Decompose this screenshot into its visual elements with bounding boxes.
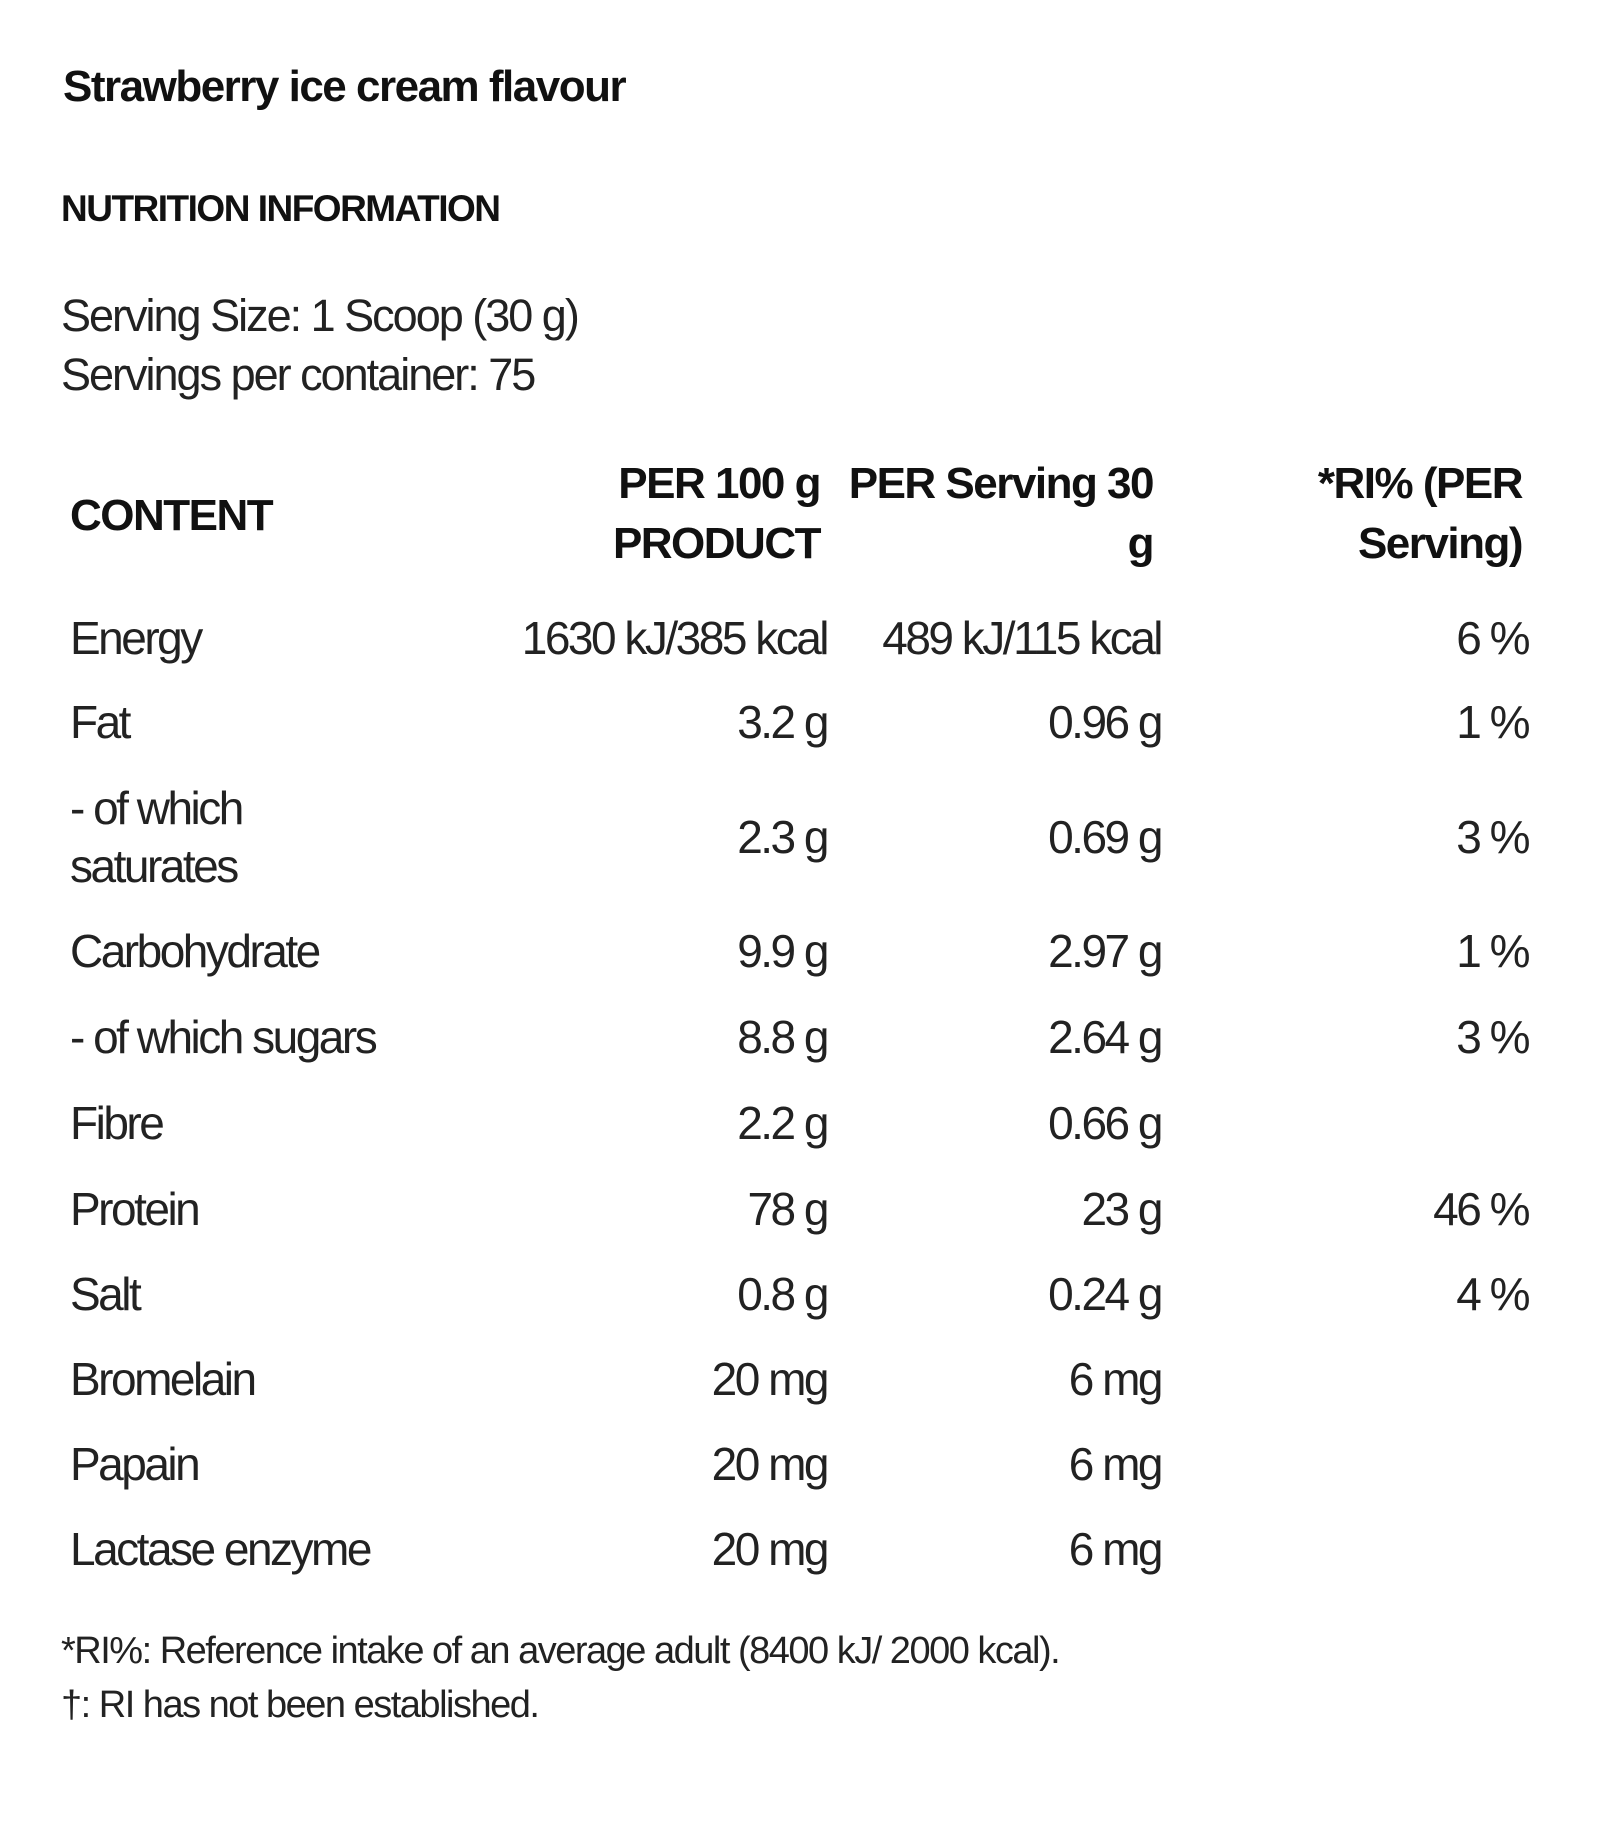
value-per100g: 8.8 g xyxy=(737,1011,829,1063)
value-ri-percent: 6 % xyxy=(1456,612,1530,664)
value-ri-percent: 4 % xyxy=(1456,1268,1530,1320)
value-per-serving: 0.69 g xyxy=(1048,811,1163,863)
header-perserving-line1: PER Serving 30 xyxy=(848,459,1155,508)
value-per100g: 20 mg xyxy=(711,1438,830,1490)
nutrient-name: Carbohydrate xyxy=(70,925,321,977)
header-ri: *RI% (PER Serving) xyxy=(1317,454,1524,574)
value-ri-percent: 1 % xyxy=(1456,925,1530,977)
footnote-ri: *RI%: Reference intake of an average adu… xyxy=(61,1630,1061,1672)
value-per-serving: 23 g xyxy=(1081,1183,1163,1235)
section-heading: NUTRITION INFORMATION xyxy=(61,188,501,229)
value-per-serving: 2.64 g xyxy=(1048,1011,1163,1063)
value-per-serving: 2.97 g xyxy=(1048,925,1163,977)
value-per100g: 78 g xyxy=(747,1183,829,1235)
value-ri-percent: 3 % xyxy=(1456,1011,1530,1063)
nutrient-name: - of which sugars xyxy=(70,1011,378,1063)
value-per-serving: 0.24 g xyxy=(1048,1268,1163,1320)
value-per-serving: 6 mg xyxy=(1068,1438,1164,1490)
servings-per-container: Servings per container: 75 xyxy=(61,349,536,400)
header-per100-line2: PRODUCT xyxy=(612,519,822,568)
value-ri-percent: 46 % xyxy=(1433,1183,1530,1235)
nutrient-name: Bromelain xyxy=(70,1353,257,1405)
value-per-serving: 6 mg xyxy=(1068,1353,1164,1405)
value-per100g: 20 mg xyxy=(711,1353,830,1405)
nutrient-name: Salt xyxy=(70,1268,142,1320)
nutrient-name: - of which xyxy=(70,782,244,834)
product-title: Strawberry ice cream flavour xyxy=(63,62,627,111)
header-content: CONTENT xyxy=(70,491,274,540)
header-perserving: PER Serving 30 g xyxy=(848,454,1155,574)
nutrient-name: Protein xyxy=(70,1183,201,1235)
nutrient-name: Lactase enzyme xyxy=(70,1523,372,1575)
value-per100g: 9.9 g xyxy=(737,925,829,977)
nutrient-name: Papain xyxy=(70,1438,201,1490)
value-ri-percent: 1 % xyxy=(1456,696,1530,748)
value-per100g: 0.8 g xyxy=(737,1268,829,1320)
footnote-dagger: †: RI has not been established. xyxy=(61,1684,540,1726)
value-per-serving: 0.96 g xyxy=(1048,696,1163,748)
header-ri-line2: Serving) xyxy=(1357,519,1524,568)
nutrient-name: Fat xyxy=(70,696,131,748)
header-per100-line1: PER 100 g xyxy=(618,459,821,508)
value-per100g: 2.3 g xyxy=(737,811,829,863)
serving-size: Serving Size: 1 Scoop (30 g) xyxy=(61,290,580,341)
header-per100: PER 100 g PRODUCT xyxy=(612,454,822,574)
value-per100g: 20 mg xyxy=(711,1523,830,1575)
value-ri-percent: 3 % xyxy=(1456,811,1530,863)
header-perserving-line2: g xyxy=(1127,519,1155,568)
value-per-serving: 489 kJ/115 kcal xyxy=(882,612,1163,664)
header-ri-line1: *RI% (PER xyxy=(1317,459,1524,508)
nutrient-name: Energy xyxy=(70,612,203,664)
value-per-serving: 0.66 g xyxy=(1048,1097,1163,1149)
value-per-serving: 6 mg xyxy=(1068,1523,1164,1575)
nutrient-name-line2: saturates xyxy=(70,840,239,892)
value-per100g: 2.2 g xyxy=(737,1097,829,1149)
value-per100g: 1630 kJ/385 kcal xyxy=(521,612,830,664)
nutrient-name: Fibre xyxy=(70,1097,165,1149)
value-per100g: 3.2 g xyxy=(737,696,829,748)
